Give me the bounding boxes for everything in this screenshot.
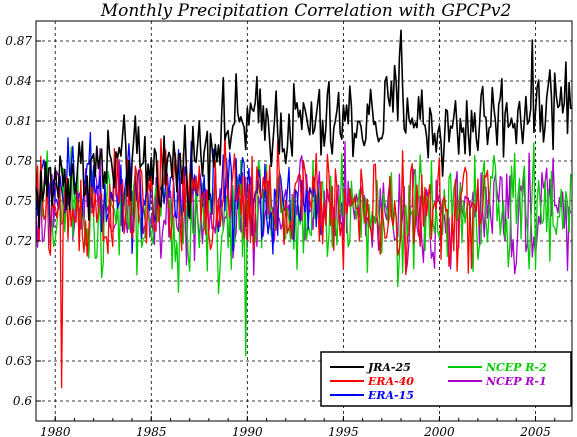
series-line-jra-25 [35,29,572,229]
y-tick-label: 0.66 [5,314,32,328]
y-tick-label: 0.6 [13,394,32,408]
chart-title: Monthly Precipitation Correlation with G… [100,1,512,21]
legend-label-jra-25: JRA-25 [366,361,411,374]
x-tick-label: 1995 [328,425,359,437]
x-tick-label: 2005 [519,425,551,437]
y-tick-label: 0.63 [5,354,32,368]
y-tick-label: 0.78 [5,154,32,168]
plot-frame [35,20,573,422]
y-tick-label: 0.87 [5,34,32,48]
legend-label-ncep-r-2: NCEP R-2 [485,361,547,374]
y-tick-label: 0.84 [5,74,32,88]
legend: JRA-25 NCEP R-2 ERA-40 NCEP R-1 ERA-15 [320,351,572,407]
x-tick-label: 2000 [423,425,455,437]
x-tick-label: 1990 [232,425,263,437]
legend-label-era-15: ERA-15 [367,389,414,402]
series-line-era-40 [35,130,490,389]
y-tick-label: 0.69 [5,274,32,288]
x-axis: 1980 1985 1990 1995 2000 2005 [35,416,556,437]
x-tick-label: 1985 [136,425,167,437]
legend-label-era-40: ERA-40 [367,375,414,388]
series-layer [35,29,572,389]
x-tick-label: 1980 [40,425,71,437]
legend-box [320,351,572,407]
y-tick-label: 0.81 [5,114,32,128]
legend-label-ncep-r-1: NCEP R-1 [485,375,547,388]
y-tick-label: 0.72 [5,234,32,248]
y-tick-label: 0.75 [5,194,32,208]
y-axis: 0.6 0.63 0.66 0.69 0.72 0.75 0.78 0.81 0.84 0.87 [5,34,41,408]
